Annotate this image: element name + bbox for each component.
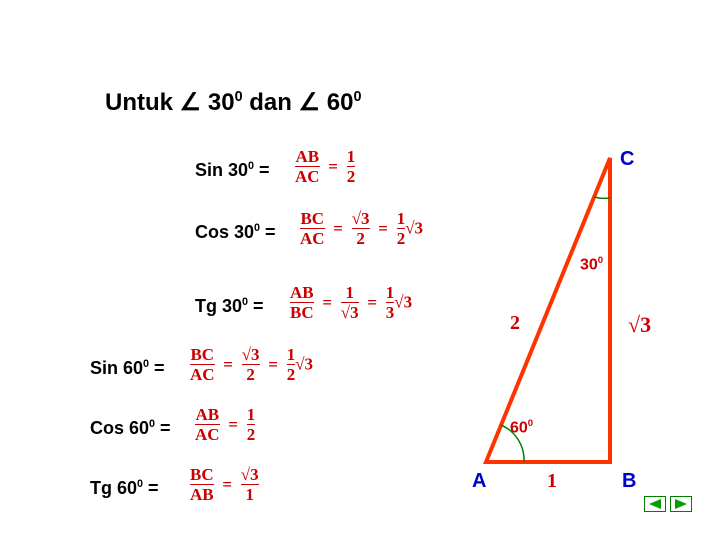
label-tg30-eq: = — [248, 296, 264, 316]
tg60-f2n: √3 — [241, 466, 259, 483]
tg60-f1n: BC — [190, 466, 214, 483]
tg30-f3r: √3 — [394, 293, 412, 312]
title-pre: Untuk — [105, 89, 180, 116]
formula-sin60: BCAC = √32 = 12√3 — [190, 346, 313, 383]
label-tg30-text: Tg 30 — [195, 296, 242, 316]
sin60-f2d: 2 — [242, 366, 260, 383]
label-cos60-eq: = — [155, 418, 171, 438]
label-cos60: Cos 600 = — [90, 418, 171, 439]
title-angle2: ∠ — [299, 89, 321, 116]
cos30-f3d: 2 — [397, 230, 406, 247]
label-tg60-text: Tg 60 — [90, 478, 137, 498]
sin60-f3r: √3 — [295, 355, 313, 374]
angle-c: 300 — [580, 255, 603, 274]
vertex-a: A — [472, 470, 486, 493]
angle-a: 600 — [510, 418, 533, 437]
formula-cos30: BCAC = √32 = 12√3 — [300, 210, 423, 247]
cos30-f2d: 2 — [352, 230, 370, 247]
tg30-f1n: AB — [290, 284, 314, 301]
angle-a-val: 60 — [510, 419, 528, 436]
sin60-f1d: AC — [190, 366, 215, 383]
label-cos30: Cos 300 = — [195, 222, 276, 243]
label-cos60-text: Cos 60 — [90, 418, 149, 438]
label-sin30-text: Sin 30 — [195, 160, 248, 180]
tg30-f2n: 1 — [341, 284, 359, 301]
tg30-f1d: BC — [290, 304, 314, 321]
cos30-f1n: BC — [300, 210, 325, 227]
title-e2: 0 — [353, 89, 361, 105]
sin30-f2d: 2 — [347, 168, 356, 185]
sin30-f2n: 1 — [347, 148, 356, 165]
title-mid: 30 — [201, 89, 234, 116]
cos30-f1d: AC — [300, 230, 325, 247]
tg60-f2d: 1 — [241, 486, 259, 503]
tg30-f3n: 1 — [386, 284, 395, 301]
label-cos30-text: Cos 30 — [195, 222, 254, 242]
tg30-f3d: 3 — [386, 304, 395, 321]
formula-cos60: ABAC = 12 — [195, 406, 255, 443]
cos60-f1n: AB — [195, 406, 220, 423]
angle-a-exp: 0 — [528, 418, 533, 429]
cos30-f3r: √3 — [405, 219, 423, 238]
sin60-f2n: √3 — [242, 346, 260, 363]
side-bc: √3 — [628, 312, 651, 338]
label-sin30-eq: = — [254, 160, 270, 180]
angle-arc-c — [594, 197, 610, 198]
cos60-f1d: AC — [195, 426, 220, 443]
label-sin30: Sin 300 = — [195, 160, 270, 181]
label-tg60-eq: = — [143, 478, 159, 498]
title-angle1: ∠ — [180, 89, 202, 116]
triangle-shape — [486, 158, 610, 462]
sin30-f1d: AC — [295, 168, 320, 185]
sin30-f1n: AB — [295, 148, 320, 165]
tg60-f1d: AB — [190, 486, 214, 503]
formula-sin30: ABAC = 12 — [295, 148, 355, 185]
sin60-f3n: 1 — [287, 346, 296, 363]
formula-tg30: ABBC = 1√3 = 13√3 — [290, 284, 412, 321]
label-tg60: Tg 600 = — [90, 478, 159, 499]
sin60-f1n: BC — [190, 346, 215, 363]
title-post: 60 — [320, 89, 353, 116]
prev-icon — [649, 499, 661, 509]
cos30-f2n: √3 — [352, 210, 370, 227]
label-tg30: Tg 300 = — [195, 296, 264, 317]
vertex-b: B — [622, 470, 636, 493]
label-sin60-eq: = — [149, 358, 165, 378]
triangle-diagram — [480, 152, 630, 472]
title-e1: 0 — [235, 89, 243, 105]
cos60-f2d: 2 — [247, 426, 256, 443]
angle-c-exp: 0 — [598, 255, 603, 266]
label-sin60-text: Sin 60 — [90, 358, 143, 378]
vertex-c: C — [620, 148, 634, 171]
side-ac: 2 — [510, 312, 520, 335]
sin60-f3d: 2 — [287, 366, 296, 383]
label-sin60: Sin 600 = — [90, 358, 165, 379]
formula-tg60: BCAB = √31 — [190, 466, 259, 503]
cos60-f2n: 1 — [247, 406, 256, 423]
page-title: Untuk ∠ 300 dan ∠ 600 — [105, 88, 362, 117]
title-mid2: dan — [243, 89, 299, 116]
prev-button[interactable] — [644, 496, 666, 512]
next-button[interactable] — [670, 496, 692, 512]
angle-c-val: 30 — [580, 256, 598, 273]
cos30-f3n: 1 — [397, 210, 406, 227]
next-icon — [675, 499, 687, 509]
side-ab: 1 — [547, 470, 557, 493]
tg30-f2d: √3 — [341, 304, 359, 321]
label-cos30-eq: = — [260, 222, 276, 242]
nav-buttons — [644, 496, 692, 512]
